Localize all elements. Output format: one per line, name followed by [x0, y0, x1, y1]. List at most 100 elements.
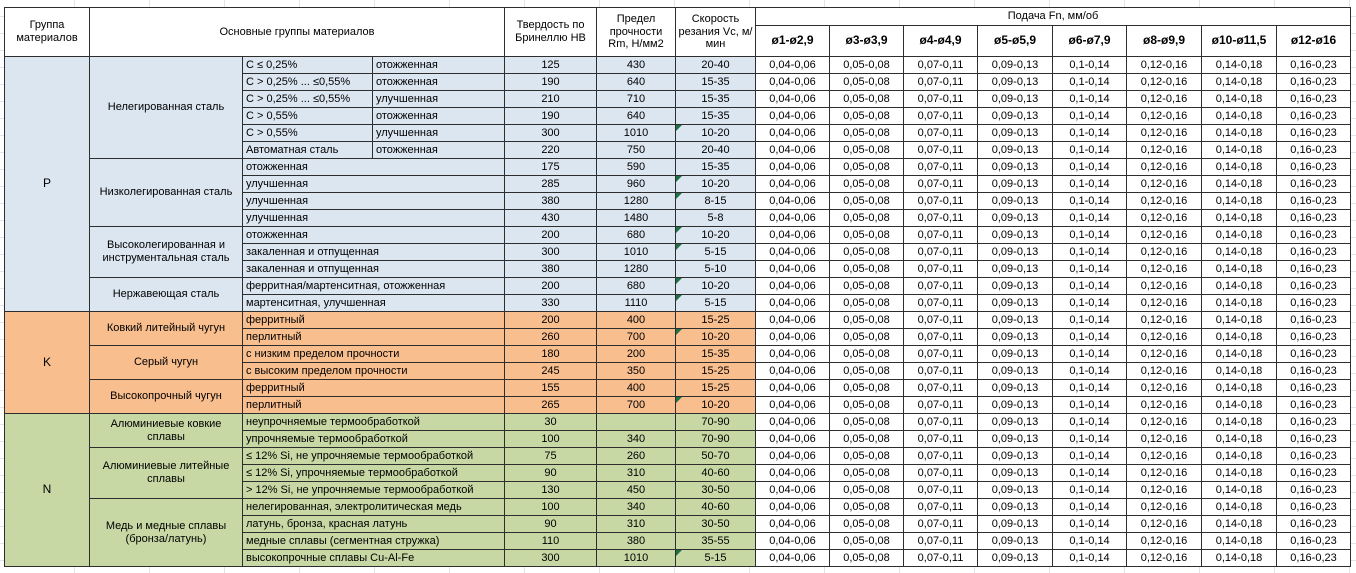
feed-value-cell[interactable]: 0,16-0,23 [1275, 430, 1352, 448]
hardness-cell[interactable]: 100 [504, 498, 597, 516]
feed-value-cell[interactable]: 0,1-0,14 [1052, 345, 1127, 363]
material-desc-cell[interactable]: C ≤ 0,25% [242, 56, 373, 74]
feed-value-cell[interactable]: 0,07-0,11 [903, 515, 978, 533]
hardness-cell[interactable]: 380 [504, 260, 597, 278]
feed-value-cell[interactable]: 0,16-0,23 [1275, 532, 1352, 550]
speed-cell[interactable]: 20-40 [675, 56, 756, 74]
feed-value-cell[interactable]: 0,14-0,18 [1201, 107, 1277, 125]
feed-value-cell[interactable]: 0,05-0,08 [829, 362, 904, 380]
feed-value-cell[interactable]: 0,14-0,18 [1201, 430, 1277, 448]
feed-diameter-header[interactable]: ø5-ø5,9 [977, 25, 1053, 57]
feed-value-cell[interactable]: 0,1-0,14 [1052, 56, 1127, 74]
feed-value-cell[interactable]: 0,09-0,13 [977, 515, 1053, 533]
feed-value-cell[interactable]: 0,05-0,08 [829, 481, 904, 499]
feed-value-cell[interactable]: 0,16-0,23 [1275, 73, 1352, 91]
material-state-cell[interactable]: отожженная [372, 73, 505, 91]
feed-diameter-header[interactable]: ø12-ø16 [1275, 25, 1352, 57]
hardness-cell[interactable]: 190 [504, 107, 597, 125]
speed-cell[interactable]: 15-35 [675, 73, 756, 91]
material-desc-cell[interactable]: отожженная [242, 158, 505, 176]
strength-cell[interactable]: 380 [596, 532, 676, 550]
feed-value-cell[interactable]: 0,09-0,13 [977, 56, 1053, 74]
feed-value-cell[interactable]: 0,04-0,06 [755, 532, 830, 550]
feed-value-cell[interactable]: 0,12-0,16 [1126, 294, 1202, 312]
feed-value-cell[interactable]: 0,16-0,23 [1275, 192, 1352, 210]
hardness-cell[interactable]: 190 [504, 73, 597, 91]
material-desc-cell[interactable]: > 12% Si, не упрочняемые термообработкой [242, 481, 505, 499]
feed-value-cell[interactable]: 0,09-0,13 [977, 209, 1053, 227]
material-desc-cell[interactable]: ≤ 12% Si, упрочняемые термообработкой [242, 464, 505, 482]
feed-value-cell[interactable]: 0,09-0,13 [977, 362, 1053, 380]
feed-value-cell[interactable]: 0,16-0,23 [1275, 413, 1352, 431]
hardness-cell[interactable]: 300 [504, 549, 597, 567]
material-state-cell[interactable]: отожженная [372, 107, 505, 125]
feed-value-cell[interactable]: 0,04-0,06 [755, 481, 830, 499]
speed-cell[interactable]: 15-35 [675, 90, 756, 108]
feed-value-cell[interactable]: 0,09-0,13 [977, 141, 1053, 159]
feed-value-cell[interactable]: 0,07-0,11 [903, 498, 978, 516]
feed-value-cell[interactable]: 0,14-0,18 [1201, 549, 1277, 567]
feed-value-cell[interactable]: 0,14-0,18 [1201, 56, 1277, 74]
speed-cell[interactable]: 40-60 [675, 464, 756, 482]
feed-value-cell[interactable]: 0,05-0,08 [829, 549, 904, 567]
material-desc-cell[interactable]: с низким пределом прочности [242, 345, 505, 363]
feed-value-cell[interactable]: 0,07-0,11 [903, 413, 978, 431]
material-state-cell[interactable]: улучшенная [372, 90, 505, 108]
strength-cell[interactable]: 1010 [596, 549, 676, 567]
feed-value-cell[interactable]: 0,14-0,18 [1201, 396, 1277, 414]
material-state-cell[interactable]: улучшенная [372, 124, 505, 142]
feed-value-cell[interactable]: 0,04-0,06 [755, 192, 830, 210]
speed-cell[interactable]: 5-8 [675, 209, 756, 227]
feed-value-cell[interactable]: 0,07-0,11 [903, 549, 978, 567]
strength-cell[interactable]: 1110 [596, 294, 676, 312]
feed-value-cell[interactable]: 0,12-0,16 [1126, 277, 1202, 295]
feed-value-cell[interactable]: 0,09-0,13 [977, 345, 1053, 363]
strength-cell[interactable]: 340 [596, 498, 676, 516]
strength-cell[interactable]: 350 [596, 362, 676, 380]
strength-cell[interactable]: 400 [596, 311, 676, 329]
feed-value-cell[interactable]: 0,04-0,06 [755, 515, 830, 533]
feed-value-cell[interactable]: 0,07-0,11 [903, 311, 978, 329]
feed-value-cell[interactable]: 0,14-0,18 [1201, 498, 1277, 516]
material-desc-cell[interactable]: улучшенная [242, 175, 505, 193]
feed-value-cell[interactable]: 0,04-0,06 [755, 90, 830, 108]
feed-value-cell[interactable]: 0,14-0,18 [1201, 515, 1277, 533]
feed-value-cell[interactable]: 0,09-0,13 [977, 447, 1053, 465]
feed-value-cell[interactable]: 0,12-0,16 [1126, 447, 1202, 465]
feed-value-cell[interactable]: 0,09-0,13 [977, 481, 1053, 499]
feed-value-cell[interactable]: 0,05-0,08 [829, 430, 904, 448]
material-desc-cell[interactable]: латунь, бронза, красная латунь [242, 515, 505, 533]
feed-value-cell[interactable]: 0,16-0,23 [1275, 124, 1352, 142]
feed-value-cell[interactable]: 0,14-0,18 [1201, 345, 1277, 363]
feed-value-cell[interactable]: 0,14-0,18 [1201, 192, 1277, 210]
hardness-cell[interactable]: 210 [504, 90, 597, 108]
feed-value-cell[interactable]: 0,1-0,14 [1052, 413, 1127, 431]
feed-value-cell[interactable]: 0,09-0,13 [977, 192, 1053, 210]
feed-value-cell[interactable]: 0,09-0,13 [977, 107, 1053, 125]
feed-value-cell[interactable]: 0,12-0,16 [1126, 90, 1202, 108]
feed-value-cell[interactable]: 0,07-0,11 [903, 124, 978, 142]
feed-value-cell[interactable]: 0,12-0,16 [1126, 311, 1202, 329]
feed-value-cell[interactable]: 0,1-0,14 [1052, 158, 1127, 176]
feed-value-cell[interactable]: 0,05-0,08 [829, 294, 904, 312]
feed-value-cell[interactable]: 0,05-0,08 [829, 277, 904, 295]
feed-value-cell[interactable]: 0,05-0,08 [829, 175, 904, 193]
material-desc-cell[interactable]: с высоким пределом прочности [242, 362, 505, 380]
feed-value-cell[interactable]: 0,04-0,06 [755, 549, 830, 567]
strength-cell[interactable]: 310 [596, 464, 676, 482]
feed-value-cell[interactable]: 0,07-0,11 [903, 260, 978, 278]
feed-value-cell[interactable]: 0,1-0,14 [1052, 107, 1127, 125]
feed-value-cell[interactable]: 0,16-0,23 [1275, 481, 1352, 499]
feed-value-cell[interactable]: 0,04-0,06 [755, 328, 830, 346]
hardness-cell[interactable]: 90 [504, 464, 597, 482]
feed-value-cell[interactable]: 0,04-0,06 [755, 73, 830, 91]
material-desc-cell[interactable]: ферритный [242, 311, 505, 329]
material-desc-cell[interactable]: C > 0,55% [242, 124, 373, 142]
feed-value-cell[interactable]: 0,07-0,11 [903, 175, 978, 193]
feed-value-cell[interactable]: 0,12-0,16 [1126, 481, 1202, 499]
feed-value-cell[interactable]: 0,1-0,14 [1052, 141, 1127, 159]
material-desc-cell[interactable]: ферритный [242, 379, 505, 397]
subgroup-name-cell[interactable]: Алюминиевые ковкие сплавы [89, 413, 243, 448]
feed-value-cell[interactable]: 0,14-0,18 [1201, 226, 1277, 244]
feed-value-cell[interactable]: 0,05-0,08 [829, 464, 904, 482]
